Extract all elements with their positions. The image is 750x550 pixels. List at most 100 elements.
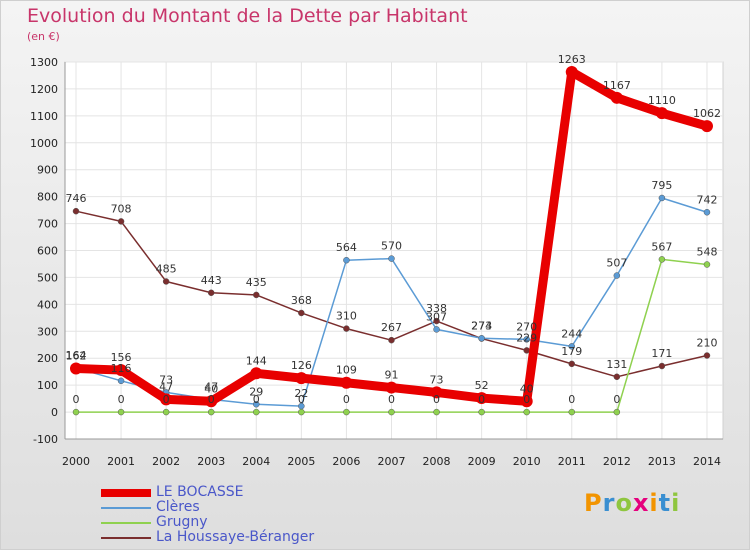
legend-label: La Houssaye-Béranger (156, 529, 315, 545)
x-tick-label: 2003 (197, 455, 225, 468)
data-label: 171 (651, 347, 672, 360)
x-tick-label: 2006 (332, 455, 360, 468)
data-point (520, 395, 533, 408)
data-point (433, 408, 440, 416)
legend-swatch (101, 507, 151, 509)
data-point (117, 218, 125, 225)
data-label: 273 (471, 320, 492, 333)
data-point (298, 402, 305, 410)
data-label: 0 (163, 393, 170, 406)
x-tick-label: 2010 (513, 455, 541, 468)
data-label: 144 (246, 354, 267, 367)
data-label: 0 (253, 393, 260, 406)
data-point (568, 408, 576, 416)
x-tick-label: 2001 (107, 455, 135, 468)
data-point (613, 408, 621, 416)
data-label: 267 (381, 321, 402, 334)
data-label: 570 (381, 240, 402, 253)
y-tick-label: 600 (37, 245, 58, 258)
data-label: 73 (430, 373, 444, 386)
data-point (703, 261, 711, 268)
data-point (162, 278, 170, 285)
data-point (703, 209, 711, 216)
data-label: 708 (111, 202, 132, 215)
line-chart: -100010020030040050060070080090010001100… (30, 53, 724, 468)
data-label: 368 (291, 294, 312, 307)
data-label: 0 (523, 393, 530, 406)
data-label: 0 (433, 393, 440, 406)
data-label: 40 (204, 382, 218, 395)
data-label: 0 (388, 393, 395, 406)
y-tick-label: 1000 (30, 137, 58, 150)
data-point (568, 343, 576, 350)
data-point (613, 272, 621, 279)
y-tick-label: 700 (37, 218, 58, 231)
x-tick-label: 2004 (242, 455, 270, 468)
data-point (115, 364, 128, 377)
data-label: 156 (111, 351, 132, 364)
x-tick-label: 2005 (287, 455, 315, 468)
data-label: 564 (336, 241, 357, 254)
y-tick-label: 500 (37, 271, 58, 284)
data-label: 244 (561, 327, 582, 340)
data-point (253, 408, 260, 416)
data-point (613, 373, 621, 381)
y-tick-label: 0 (51, 406, 58, 419)
data-point (72, 207, 80, 215)
data-label: 1110 (648, 94, 676, 107)
legend-swatch (101, 489, 151, 497)
legend-label: LE BOCASSE (156, 484, 244, 500)
data-point (523, 408, 530, 416)
data-label: 0 (298, 393, 305, 406)
data-point (658, 362, 666, 370)
data-label: 548 (696, 246, 717, 259)
data-point (205, 395, 218, 408)
data-label: 443 (201, 274, 222, 287)
data-label: 229 (516, 331, 537, 344)
x-tick-label: 2014 (693, 455, 721, 468)
data-label: 567 (651, 240, 672, 253)
data-label: 0 (118, 393, 125, 406)
legend-swatch (101, 522, 151, 524)
legend-swatch (101, 537, 151, 539)
legend-label: Grugny (156, 514, 208, 530)
data-point (72, 408, 80, 416)
data-label: 435 (246, 276, 267, 289)
data-point (298, 309, 305, 317)
data-label: 310 (336, 310, 357, 323)
data-label: 1263 (558, 53, 586, 66)
data-label: 1167 (603, 79, 631, 92)
data-label: 274 (471, 319, 492, 332)
y-tick-label: 1200 (30, 83, 58, 96)
data-point (658, 194, 666, 202)
data-label: 164 (66, 349, 87, 362)
y-tick-label: 800 (37, 191, 58, 204)
data-point (658, 256, 666, 263)
data-point (343, 256, 350, 264)
data-point (253, 291, 260, 299)
x-tick-label: 2007 (377, 455, 405, 468)
legend-label: Clères (156, 499, 200, 515)
data-label: 109 (336, 364, 357, 377)
y-tick-label: 300 (37, 325, 58, 338)
data-label: 0 (343, 393, 350, 406)
data-label: 742 (696, 193, 717, 206)
data-point (478, 335, 485, 342)
data-label: 29 (249, 385, 263, 398)
x-tick-label: 2012 (603, 455, 631, 468)
data-point (117, 377, 125, 385)
data-label: 40 (520, 382, 534, 395)
data-label: 91 (384, 369, 398, 382)
proxiti-logo: Proxiti (584, 489, 681, 517)
y-tick-label: 200 (37, 352, 58, 365)
chart-title: Evolution du Montant de la Dette par Hab… (27, 5, 468, 27)
data-point (433, 326, 440, 333)
data-label: 0 (613, 393, 620, 406)
data-label: 52 (475, 379, 489, 392)
data-point (475, 392, 488, 405)
y-tick-label: 1300 (30, 56, 58, 69)
data-point (523, 347, 530, 354)
data-point (565, 65, 578, 78)
data-point (117, 408, 125, 416)
data-point (568, 360, 576, 368)
